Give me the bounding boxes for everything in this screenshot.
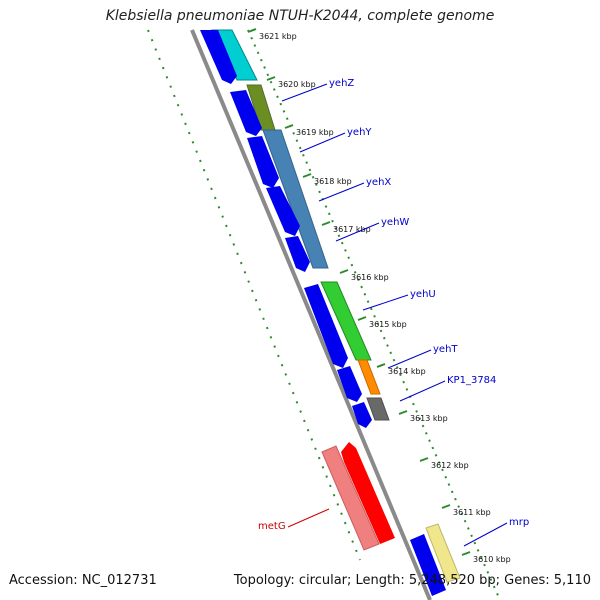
tick-label: 3618 kbp [314,177,352,186]
forward-arrow [352,402,372,428]
tick-mark [302,173,312,178]
tick-label: 3616 kbp [351,273,389,282]
gene-label-yehx: yehX [366,177,391,188]
gene-label-yehw: yehW [381,217,409,228]
tick-mark [461,551,471,556]
gene-label-layer: yehZ yehY yehX yehW yehU yehT KP1_3784 metG mrp [258,78,529,547]
gene-label-leader [387,349,432,369]
tick-label: 3615 kbp [369,320,407,329]
tick-label: 3612 kbp [431,461,469,470]
tick-label: 3619 kbp [296,128,334,137]
forward-arrow [285,236,310,272]
tick-mark [247,28,257,33]
genome-backbone [190,29,432,600]
tick-mark [266,76,276,81]
forward-arrow [200,30,237,84]
tick-mark [321,221,331,226]
tick-label: 3613 kbp [410,414,448,423]
summary-text: Topology: circular; Length: 5,248,520 bp… [233,573,591,588]
gene-bar-yehT [357,359,381,395]
tick-mark [419,457,429,462]
forward-arrow [410,534,446,596]
gene-bar-mrp [425,523,461,583]
accession-text: Accession: NC_012731 [9,573,157,588]
tick-layer: 3621 kbp 3620 kbp 3619 kbp 3618 kbp 3617 kbp… [247,28,511,564]
tick-label: 3611 kbp [453,508,491,517]
gene-bar-metG [321,445,380,551]
gene-label-yehy: yehY [347,127,372,138]
tick-label: 3621 kbp [259,32,297,41]
gene-label-yeht: yehT [433,344,458,355]
tick-label: 3610 kbp [473,555,511,564]
gene-label-kp1_3784: KP1_3784 [447,375,496,386]
forward-arrow [337,366,362,402]
gene-label-metg: metG [258,521,286,532]
forward-arrow [230,90,262,136]
gene-label-yehu: yehU [410,289,436,300]
reverse-arrow-metG [341,442,395,544]
tick-mark [441,504,451,509]
tick-label: 3614 kbp [388,367,426,376]
gene-label-leader [287,508,330,528]
tick-label: 3617 kbp [333,225,371,234]
forward-arrow [266,186,300,236]
gene-bar-yehU [320,281,372,361]
tick-mark [398,410,408,415]
tick-label: 3620 kbp [278,80,316,89]
gene-label-leader [318,182,365,202]
tick-mark [357,316,367,321]
gene-label-leader [281,83,328,102]
gene-label-leader [399,380,446,402]
gene-bar-KP1_3784 [366,397,390,421]
tick-mark [376,363,386,368]
forward-arrow [247,136,279,188]
gene-label-leader [335,222,380,242]
gene-label-leader [362,294,409,311]
tick-mark [284,124,294,129]
gene-label-yehz: yehZ [329,78,354,89]
gene-label-leader [299,132,346,153]
map-title: Klebsiella pneumoniae NTUH-K2044, comple… [105,8,495,24]
forward-arrow [304,284,348,368]
tick-mark [339,269,349,274]
gene-label-leader [463,522,508,547]
gene-label-mrp: mrp [509,517,529,528]
